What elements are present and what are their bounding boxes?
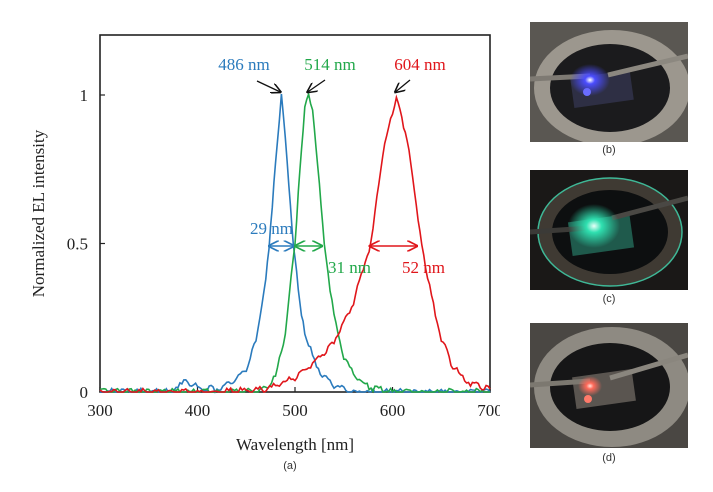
photo-b-image <box>530 22 688 142</box>
panel-label-a: (a) <box>283 460 296 472</box>
plot-frame <box>99 34 491 393</box>
fwhm-label-red: 52 nm <box>402 258 445 277</box>
photo-blue-device <box>530 22 688 142</box>
photo-c-image <box>530 170 688 290</box>
blue-emission-glow <box>570 64 610 96</box>
peak-label-red: 604 nm <box>394 55 445 74</box>
series-line-red <box>99 94 491 393</box>
y-tick-label: 1 <box>80 86 89 105</box>
x-tick-label: 700 <box>477 401 500 420</box>
x-tick-label: 600 <box>380 401 406 420</box>
green-emission-glow <box>568 204 620 248</box>
peak-arrow-green <box>308 79 326 92</box>
x-axis-label: Wavelength [nm] <box>236 435 354 454</box>
red-emission-glow <box>578 376 602 396</box>
photo-c-caption: (c) <box>602 293 616 305</box>
photo-d-image <box>530 323 688 448</box>
photo-b-caption: (b) <box>602 144 616 156</box>
spectrum-chart: 300 400 500 600 700 0 0.5 1 486 nm 29 nm 514 nm 31… <box>29 34 500 472</box>
x-tick-label: 400 <box>185 401 211 420</box>
peak-arrow-red <box>395 79 411 92</box>
photo-red-device <box>530 323 688 448</box>
peak-label-blue: 486 nm <box>218 55 269 74</box>
photo-d-caption: (d) <box>602 452 616 464</box>
y-tick-label: 0 <box>80 383 89 402</box>
peak-arrow-blue <box>256 80 280 92</box>
fwhm-label-green: 31 nm <box>328 258 371 277</box>
y-axis-label: Normalized EL intensity <box>29 129 48 297</box>
photo-green-device <box>530 170 688 290</box>
x-tick-label: 300 <box>87 401 113 420</box>
series-line-green <box>99 91 490 394</box>
peak-label-green: 514 nm <box>304 55 355 74</box>
x-tick-label: 500 <box>282 401 308 420</box>
y-tick-label: 0.5 <box>67 235 88 254</box>
fwhm-label-blue: 29 nm <box>250 219 293 238</box>
